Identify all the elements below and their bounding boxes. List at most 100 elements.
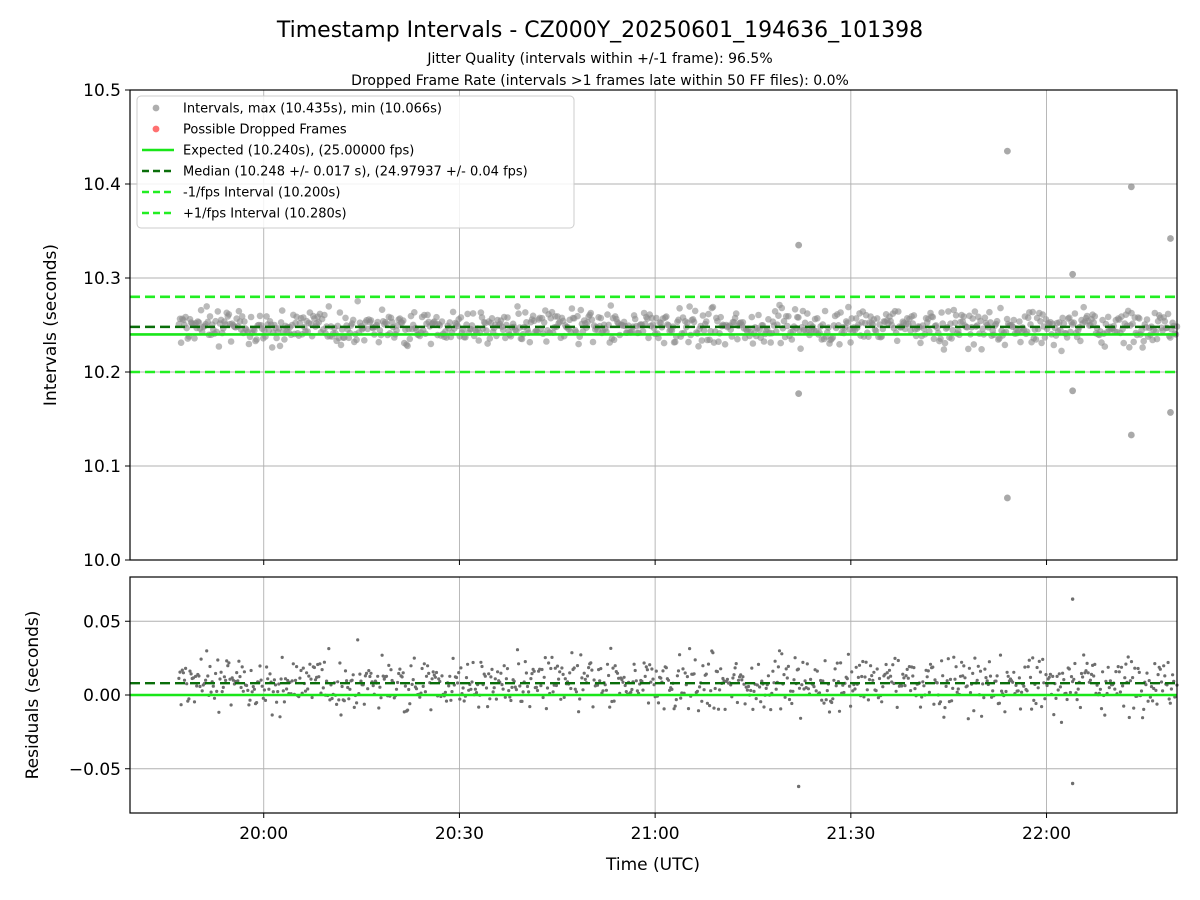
chart-subtitle-jitter: Jitter Quality (intervals within +/-1 fr… — [426, 51, 772, 67]
residual-point — [851, 689, 855, 693]
residual-point — [401, 671, 405, 675]
residual-point — [613, 664, 617, 668]
interval-point — [655, 334, 662, 342]
interval-outlier-point — [1003, 147, 1011, 155]
interval-point — [1037, 318, 1044, 325]
residual-point — [611, 666, 615, 670]
residual-point — [681, 667, 685, 671]
residual-point — [870, 674, 874, 678]
residual-point — [377, 706, 381, 710]
residual-point — [421, 684, 425, 689]
interval-point — [631, 315, 639, 323]
residual-point — [713, 686, 717, 691]
residual-point — [943, 706, 947, 710]
residual-point — [831, 697, 835, 701]
residual-point — [192, 700, 197, 704]
residual-point — [652, 683, 656, 687]
interval-point — [540, 319, 548, 326]
interval-point — [917, 339, 924, 347]
residual-point — [991, 689, 995, 693]
interval-point — [993, 317, 1001, 325]
residual-point — [946, 657, 950, 661]
residual-point — [293, 678, 298, 683]
residual-point — [1059, 720, 1064, 725]
residual-point — [1141, 716, 1145, 720]
residual-point — [1031, 656, 1035, 660]
residual-point — [347, 697, 351, 701]
residual-point — [249, 668, 253, 673]
residual-point — [988, 674, 993, 678]
residual-point — [607, 673, 611, 678]
interval-point — [433, 313, 440, 321]
residual-point — [321, 686, 325, 690]
residual-point — [902, 676, 906, 680]
residual-point — [1030, 707, 1034, 711]
residual-point — [1017, 676, 1022, 680]
interval-point — [469, 310, 477, 317]
interval-point — [225, 311, 233, 318]
interval-point — [777, 339, 784, 347]
residual-point — [771, 669, 775, 673]
interval-point — [767, 339, 774, 346]
residual-point — [309, 677, 313, 681]
residual-point — [984, 676, 988, 680]
residual-point — [1023, 665, 1027, 669]
interval-point — [1130, 338, 1137, 346]
interval-point — [404, 342, 411, 350]
residual-point — [589, 661, 593, 665]
residual-point — [662, 707, 666, 711]
residual-point — [736, 678, 741, 682]
residual-point — [220, 690, 224, 694]
residual-point — [1068, 690, 1072, 695]
residual-point — [525, 684, 530, 689]
residual-point — [685, 675, 690, 679]
residual-point — [547, 661, 551, 665]
legend-entry-label: -1/fps Interval (10.200s) — [183, 186, 340, 201]
residual-point — [1032, 698, 1036, 703]
residual-point — [745, 688, 750, 692]
residual-point — [1076, 687, 1080, 691]
intervals-frame — [129, 89, 1178, 561]
residual-point — [963, 676, 967, 680]
residual-point — [524, 671, 529, 675]
residual-point — [734, 662, 738, 666]
interval-point — [960, 313, 968, 320]
residual-point — [433, 675, 437, 679]
residual-point — [500, 683, 504, 687]
residual-point — [517, 662, 521, 666]
interval-point — [685, 338, 692, 346]
residual-point — [1089, 672, 1094, 677]
residual-point — [774, 687, 778, 691]
interval-point — [690, 318, 698, 326]
residual-point — [371, 684, 375, 688]
residual-point — [403, 684, 407, 688]
interval-point — [354, 297, 362, 305]
residual-point — [688, 647, 692, 651]
residual-point — [654, 669, 658, 673]
interval-point — [610, 336, 618, 344]
interval-outlier-point — [1127, 183, 1135, 191]
residual-point — [1035, 665, 1039, 670]
residual-point — [528, 705, 532, 709]
interval-point — [639, 327, 647, 335]
residual-point — [337, 698, 341, 702]
residual-point — [1133, 666, 1137, 670]
interval-outlier-point — [1127, 431, 1135, 439]
residual-point — [226, 664, 230, 668]
residual-point — [948, 677, 953, 682]
residual-point — [398, 667, 402, 671]
interval-point — [1080, 303, 1087, 311]
interval-point — [829, 334, 837, 341]
interval-point — [334, 322, 342, 330]
residual-point — [1127, 715, 1131, 720]
residual-point — [659, 676, 663, 680]
residual-point — [205, 649, 209, 653]
residual-point — [752, 689, 756, 694]
residual-point — [612, 699, 616, 703]
residual-point — [900, 684, 904, 688]
interval-point — [979, 325, 986, 333]
residual-point — [327, 647, 331, 651]
interval-point — [588, 316, 596, 324]
residual-point — [854, 665, 858, 669]
residual-point — [545, 686, 550, 690]
